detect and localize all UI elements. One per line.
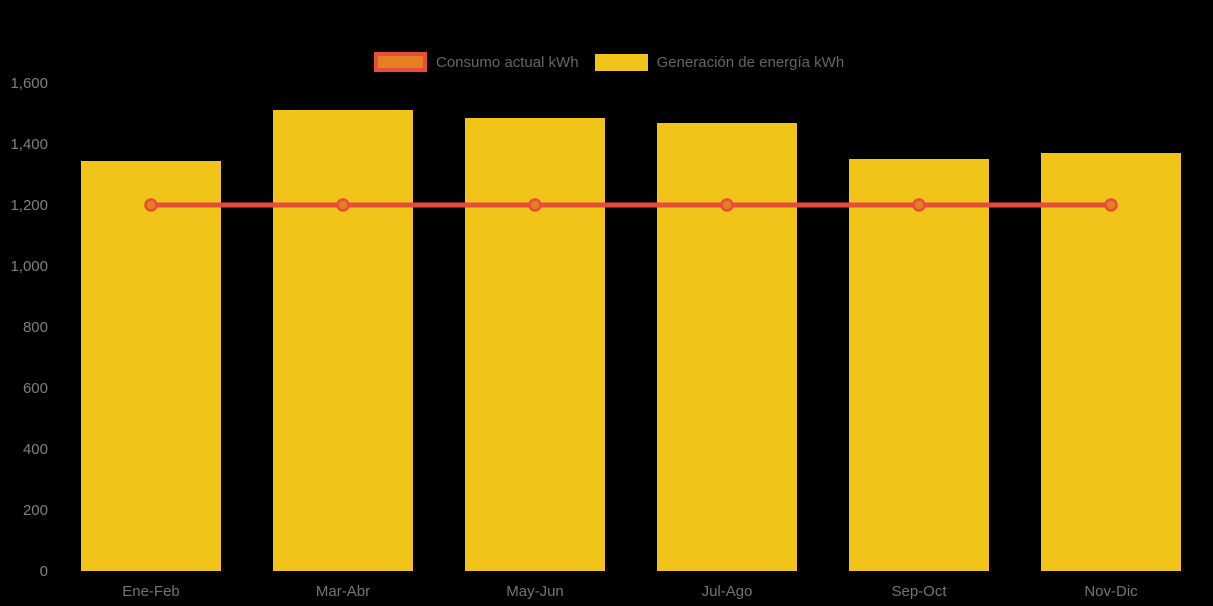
line-point-Mar-Abr[interactable] — [336, 198, 350, 212]
legend-swatch-consumo-icon — [374, 52, 427, 72]
x-axis-label: May-Jun — [506, 583, 564, 600]
bar-May-Jun[interactable] — [465, 118, 605, 571]
line-point-May-Jun[interactable] — [528, 198, 542, 212]
line-point-Jul-Ago[interactable] — [720, 198, 734, 212]
y-axis-tick-label: 1,600 — [10, 75, 48, 92]
legend-item-generacion[interactable]: Generación de energía kWh — [594, 53, 845, 71]
legend-swatch-generacion-icon — [594, 53, 648, 71]
y-axis-tick-label: 1,400 — [10, 136, 48, 153]
x-axis-label: Sep-Oct — [891, 583, 947, 600]
bar-Sep-Oct[interactable] — [849, 159, 989, 571]
y-axis-tick-label: 0 — [39, 563, 48, 580]
y-axis-tick-label: 800 — [22, 319, 48, 336]
y-axis-tick-label: 1,000 — [10, 258, 48, 275]
bar-Jul-Ago[interactable] — [657, 122, 797, 571]
legend-item-consumo[interactable]: Consumo actual kWh — [374, 52, 579, 72]
x-axis-label: Jul-Ago — [701, 583, 753, 600]
line-point-Nov-Dic[interactable] — [1104, 198, 1118, 212]
y-axis-tick-label: 1,200 — [10, 197, 48, 214]
legend-label-consumo: Consumo actual kWh — [436, 53, 579, 71]
x-axis-label: Mar-Abr — [315, 583, 371, 600]
x-axis-label: Ene-Feb — [122, 583, 180, 600]
legend: Consumo actual kWh Generación de energía… — [374, 52, 844, 72]
line-point-Ene-Feb[interactable] — [144, 198, 158, 212]
y-axis-tick-label: 400 — [22, 441, 48, 458]
y-axis-tick-label: 600 — [22, 380, 48, 397]
x-axis-label: Nov-Dic — [1084, 583, 1138, 600]
y-axis-tick-label: 200 — [22, 502, 48, 519]
line-point-Sep-Oct[interactable] — [912, 198, 926, 212]
legend-label-generacion: Generación de energía kWh — [656, 53, 845, 71]
bar-Mar-Abr[interactable] — [273, 110, 413, 571]
bar-Nov-Dic[interactable] — [1041, 153, 1181, 571]
bar-Ene-Feb[interactable] — [81, 160, 221, 571]
